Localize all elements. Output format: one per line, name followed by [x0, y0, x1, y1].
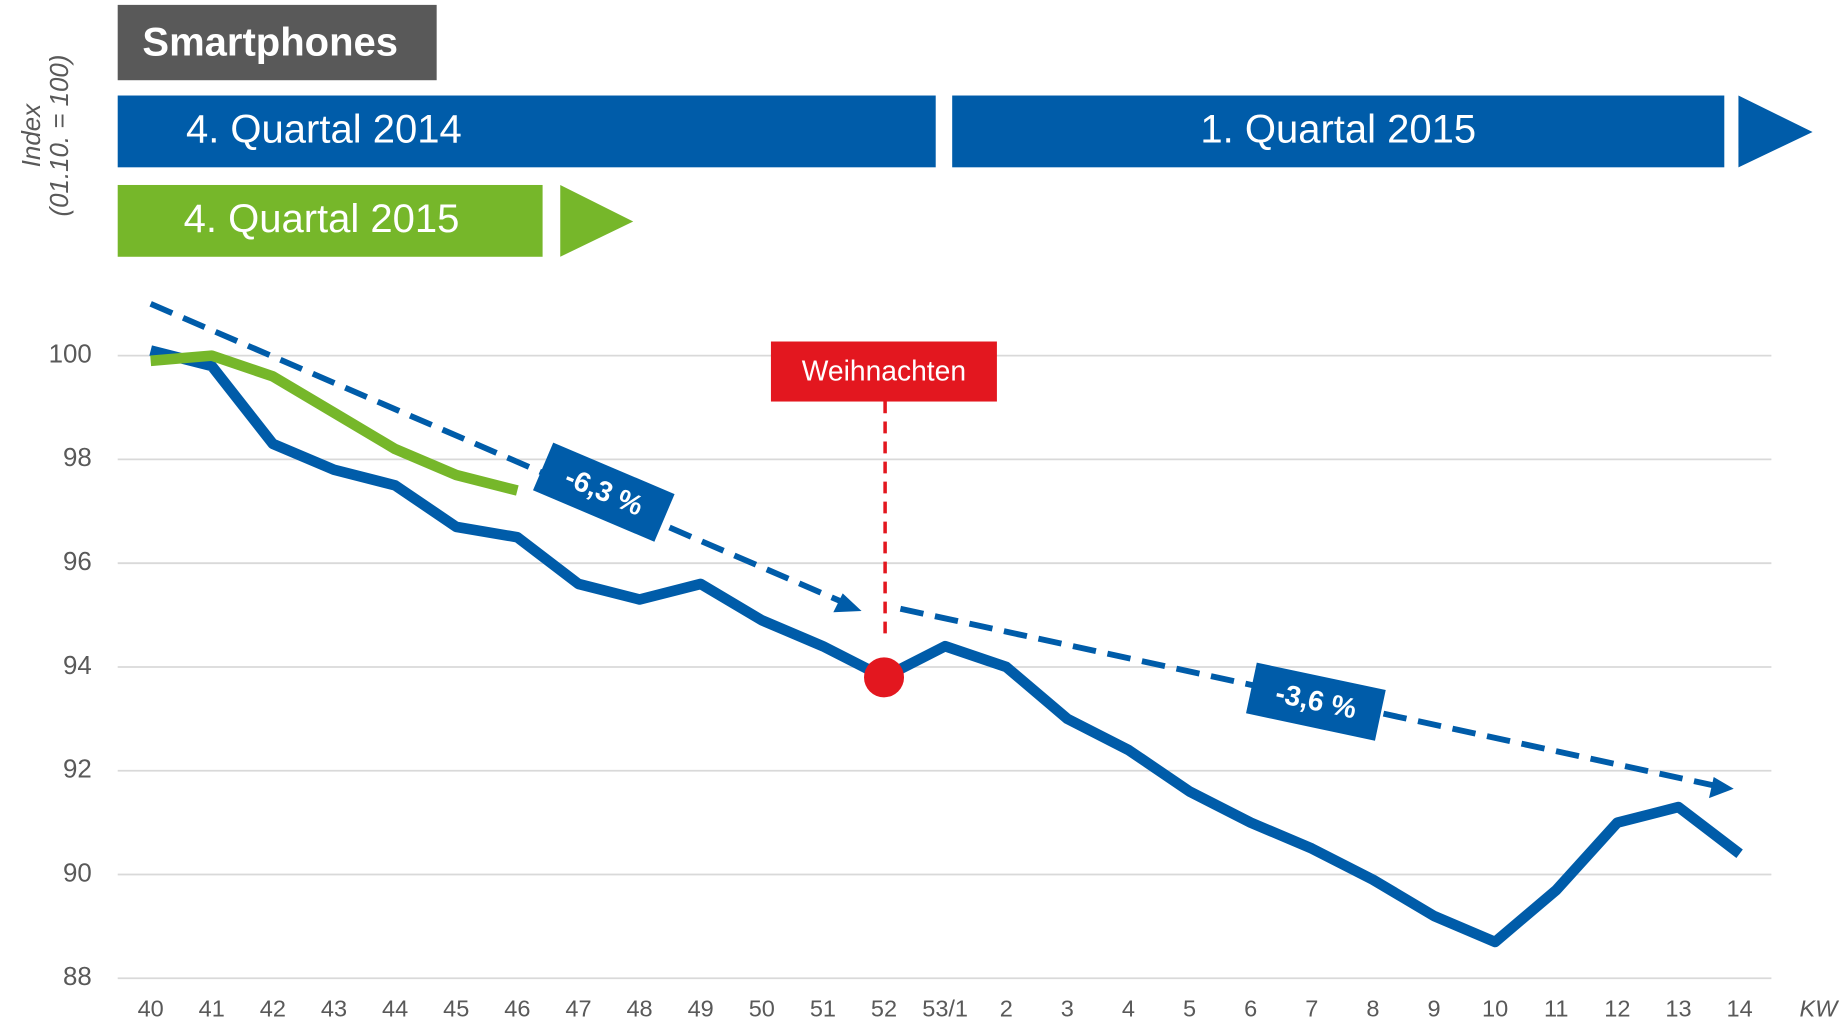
- x-tick-label: 6: [1244, 995, 1257, 1021]
- x-tick-label: 3: [1061, 995, 1074, 1021]
- trend-badge: -6,3 %: [533, 442, 675, 542]
- series-line: [150, 350, 519, 496]
- period-band: [117, 95, 936, 168]
- period-label: 4. Quartal 2015: [184, 197, 460, 241]
- x-tick-label: 5: [1183, 995, 1196, 1021]
- trend-annotations: -6,3 % -3,6 % Weihnachten: [149, 301, 1734, 799]
- title-box: [117, 4, 437, 81]
- y-tick-label: 98: [63, 444, 92, 472]
- event-point: [864, 657, 905, 698]
- x-axis-label: KW: [1800, 995, 1841, 1021]
- period-label: 1. Quartal 2015: [1200, 108, 1476, 152]
- event-label: Weihnachten: [802, 355, 966, 387]
- trend-arrow: [1708, 777, 1734, 799]
- trend-badge: -3,6 %: [1246, 662, 1386, 741]
- trend-box: [1246, 662, 1386, 741]
- x-tick-label: 11: [1544, 995, 1568, 1021]
- period-band: [117, 184, 543, 257]
- x-tick-label: 14: [1727, 995, 1753, 1021]
- chart-title: Smartphones: [142, 20, 398, 64]
- event-box: [770, 341, 997, 402]
- x-tick-label: 52: [871, 995, 897, 1021]
- x-tick-label: 8: [1366, 995, 1379, 1021]
- y-axis-sublabel: (01.10. = 100): [46, 55, 74, 217]
- x-tick-label: 10: [1482, 995, 1508, 1021]
- x-tick-label: 13: [1665, 995, 1691, 1021]
- x-tick-label: 2: [1000, 995, 1013, 1021]
- x-tick-label: 4: [1122, 995, 1135, 1021]
- x-tick-label: 44: [382, 995, 408, 1021]
- series-line: [149, 345, 1743, 948]
- x-tick-label: 7: [1305, 995, 1318, 1021]
- x-tick-label: 50: [749, 995, 775, 1021]
- x-tick-label: 53/1: [922, 995, 968, 1021]
- y-tick-label: 100: [49, 340, 92, 368]
- x-tick-label: 47: [565, 995, 591, 1021]
- x-tick-label: 12: [1604, 995, 1630, 1021]
- x-tick-label: 9: [1427, 995, 1440, 1021]
- y-tick-label: 96: [63, 548, 92, 576]
- x-tick-label: 46: [504, 995, 530, 1021]
- y-tick-label: 88: [63, 963, 92, 991]
- x-tick-label: 43: [321, 995, 347, 1021]
- x-tick-label: 51: [810, 995, 836, 1021]
- x-tick-label: 49: [688, 995, 714, 1021]
- x-tick-label: 48: [626, 995, 652, 1021]
- x-tick-label: 45: [443, 995, 469, 1021]
- y-tick-label: 92: [63, 756, 92, 784]
- trend-box: [533, 442, 675, 542]
- x-tick-label: 41: [199, 995, 225, 1021]
- y-tick-label: 94: [63, 652, 92, 680]
- plot: [149, 345, 1743, 948]
- trend-line: [149, 301, 851, 608]
- trend-arrow: [833, 593, 862, 613]
- period-label: 4. Quartal 2014: [186, 108, 462, 152]
- y-axis-label: Index: [18, 103, 46, 167]
- x-tick-label: 42: [260, 995, 286, 1021]
- header: Smartphones 4. Quartal 2014 1. Quartal 2…: [18, 4, 1841, 1021]
- x-tick-label: 40: [138, 995, 164, 1021]
- y-tick-label: 90: [63, 859, 92, 887]
- period-arrow: [560, 184, 634, 257]
- period-band: [952, 95, 1725, 168]
- period-arrow: [1738, 95, 1813, 168]
